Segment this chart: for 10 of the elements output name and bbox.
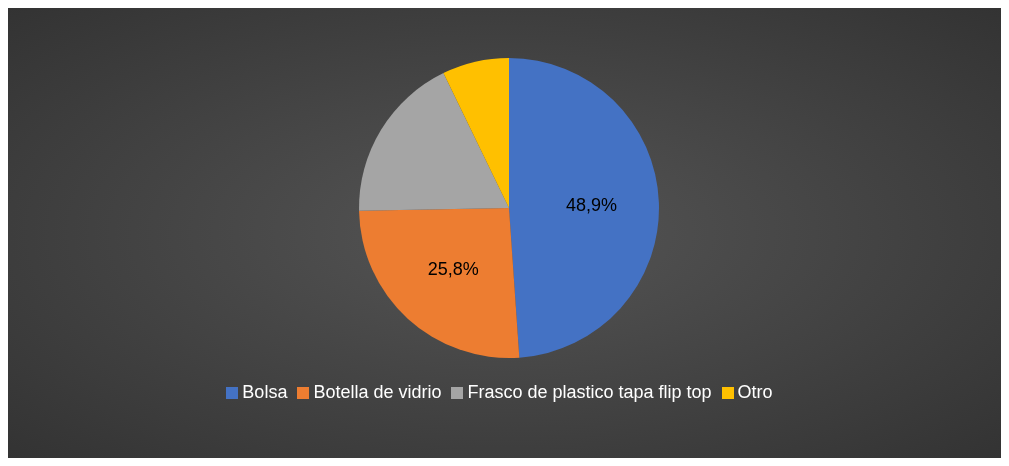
- data-label: 25,8%: [427, 258, 479, 279]
- pie-slice: [443, 58, 509, 208]
- data-label: 48,9%: [565, 195, 617, 216]
- pie-slice: [359, 208, 520, 358]
- legend-label: Otro: [737, 382, 773, 402]
- pie-slice: [359, 73, 509, 211]
- pie-slice: [509, 58, 659, 358]
- legend-label: Bolsa: [242, 382, 288, 402]
- legend-label: Frasco de plastico tapa flip top: [467, 382, 712, 402]
- legend-label: Botella de vidrio: [313, 382, 442, 402]
